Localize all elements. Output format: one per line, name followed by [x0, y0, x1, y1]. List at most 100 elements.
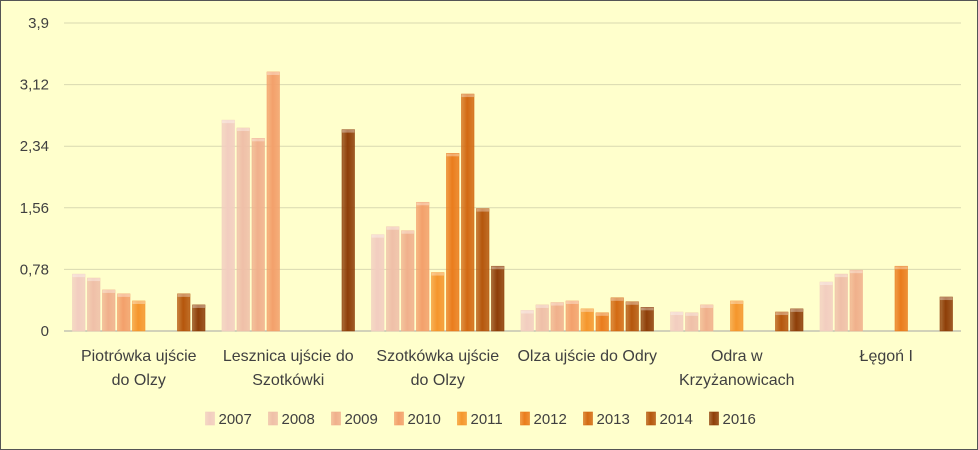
y-tick-label: 3,12: [20, 77, 49, 94]
legend-label: 2010: [408, 411, 441, 428]
bar-2010-0: [117, 293, 131, 332]
legend-swatch-2009: [331, 411, 341, 426]
bar-bevel: [566, 300, 579, 304]
bar-bevel: [521, 310, 534, 314]
bar-bevel: [192, 304, 205, 308]
x-category-label: Olza ujście do Odry: [517, 348, 657, 365]
bar-bevel: [596, 312, 609, 316]
bar-bevel: [820, 282, 833, 286]
bar-bevel: [775, 312, 788, 316]
bar-bevel: [386, 226, 399, 230]
bar-2016-3: [640, 307, 654, 332]
bar-2009-1: [251, 138, 265, 332]
bar-bevel: [940, 297, 953, 301]
bar-2016-1: [341, 129, 355, 332]
bar-2016-0: [192, 304, 206, 332]
bar-bevel: [237, 128, 250, 132]
bar-2016-2: [491, 265, 505, 332]
bar-2012-2: [446, 153, 460, 332]
legend-swatch-2010: [394, 411, 404, 426]
bar-bevel: [641, 307, 654, 311]
bar-bevel: [342, 129, 355, 133]
bar-2014-3: [625, 301, 639, 332]
y-tick-label: 3,9: [28, 15, 49, 32]
x-category-label: Krzyżanowicach: [679, 372, 795, 389]
bar-bevel: [611, 297, 624, 301]
bar-2014-0: [177, 293, 191, 332]
bar-2007-1: [221, 119, 235, 332]
legend-swatch-2016: [709, 411, 719, 426]
x-category-label: do Olzy: [112, 372, 166, 389]
bar-2012-3: [595, 312, 609, 332]
bar-2011-4: [730, 300, 744, 332]
bars: [72, 71, 953, 332]
y-tick-label: 1,56: [20, 200, 49, 217]
bar-2009-2: [401, 230, 415, 332]
bar-2010-3: [565, 300, 579, 332]
bar-bevel: [730, 300, 743, 304]
bar-bevel: [132, 300, 145, 304]
bar-bevel: [536, 304, 549, 308]
bar-bevel: [401, 230, 414, 234]
bar-bevel: [551, 302, 564, 306]
bar-bevel: [626, 301, 639, 305]
legend-swatch-2007: [205, 411, 215, 426]
bar-2011-2: [431, 272, 445, 332]
x-category-label: Szotkówki: [252, 372, 324, 389]
gridlines: [64, 22, 961, 332]
bar-2013-3: [610, 297, 624, 332]
y-tick-label: 0,78: [20, 261, 49, 278]
x-category-label: Łęgoń I: [860, 348, 913, 365]
bar-2008-1: [236, 127, 250, 332]
bar-2007-2: [371, 234, 385, 332]
bar-2011-0: [132, 300, 146, 332]
bar-2008-2: [386, 226, 400, 332]
legend-label: 2016: [723, 411, 756, 428]
bar-bevel: [446, 153, 459, 157]
legend-swatch-2012: [520, 411, 530, 426]
bar-bevel: [461, 94, 474, 98]
bar-2011-3: [580, 308, 594, 332]
y-tick-label: 0: [41, 323, 49, 340]
bar-2007-0: [72, 273, 86, 332]
x-category-label: Lesznica ujście do: [223, 348, 354, 365]
bar-bevel: [252, 138, 265, 142]
y-tick-label: 2,34: [20, 138, 49, 155]
bar-bevel: [371, 234, 384, 238]
legend-swatch-2008: [268, 411, 278, 426]
bar-2009-3: [550, 302, 564, 332]
bar-bevel: [790, 308, 803, 312]
x-category-label: Piotrówka ujście: [81, 348, 197, 365]
bar-bevel: [222, 120, 235, 124]
bar-2008-0: [87, 277, 101, 332]
bar-2007-3: [520, 310, 534, 332]
x-category-label: do Olzy: [411, 372, 465, 389]
legend-swatch-2013: [583, 411, 593, 426]
bar-2007-5: [819, 281, 833, 332]
legend-label: 2008: [282, 411, 315, 428]
bar-bevel: [581, 308, 594, 312]
bar-bevel: [177, 293, 190, 297]
bar-bevel: [850, 270, 863, 274]
bar-2008-5: [834, 273, 848, 332]
bar-2008-3: [535, 304, 549, 332]
legend-label: 2013: [597, 411, 630, 428]
bar-2009-0: [102, 289, 116, 332]
x-category-label: Odra w: [711, 348, 763, 365]
bar-bevel: [895, 266, 908, 270]
bar-bevel: [416, 202, 429, 206]
bar-bevel: [700, 304, 713, 308]
bar-bevel: [685, 312, 698, 316]
legend-label: 2009: [345, 411, 378, 428]
legend-label: 2014: [660, 411, 693, 428]
legend-label: 2012: [534, 411, 567, 428]
bar-2009-5: [849, 269, 863, 332]
legend-label: 2011: [471, 411, 503, 428]
bar-2009-4: [700, 304, 714, 332]
bar-bevel: [431, 272, 444, 276]
bar-bevel: [72, 274, 85, 278]
bar-2010-2: [416, 201, 430, 332]
bar-2013-2: [461, 93, 475, 332]
x-category-label: Szotkówka ujście: [376, 348, 499, 365]
